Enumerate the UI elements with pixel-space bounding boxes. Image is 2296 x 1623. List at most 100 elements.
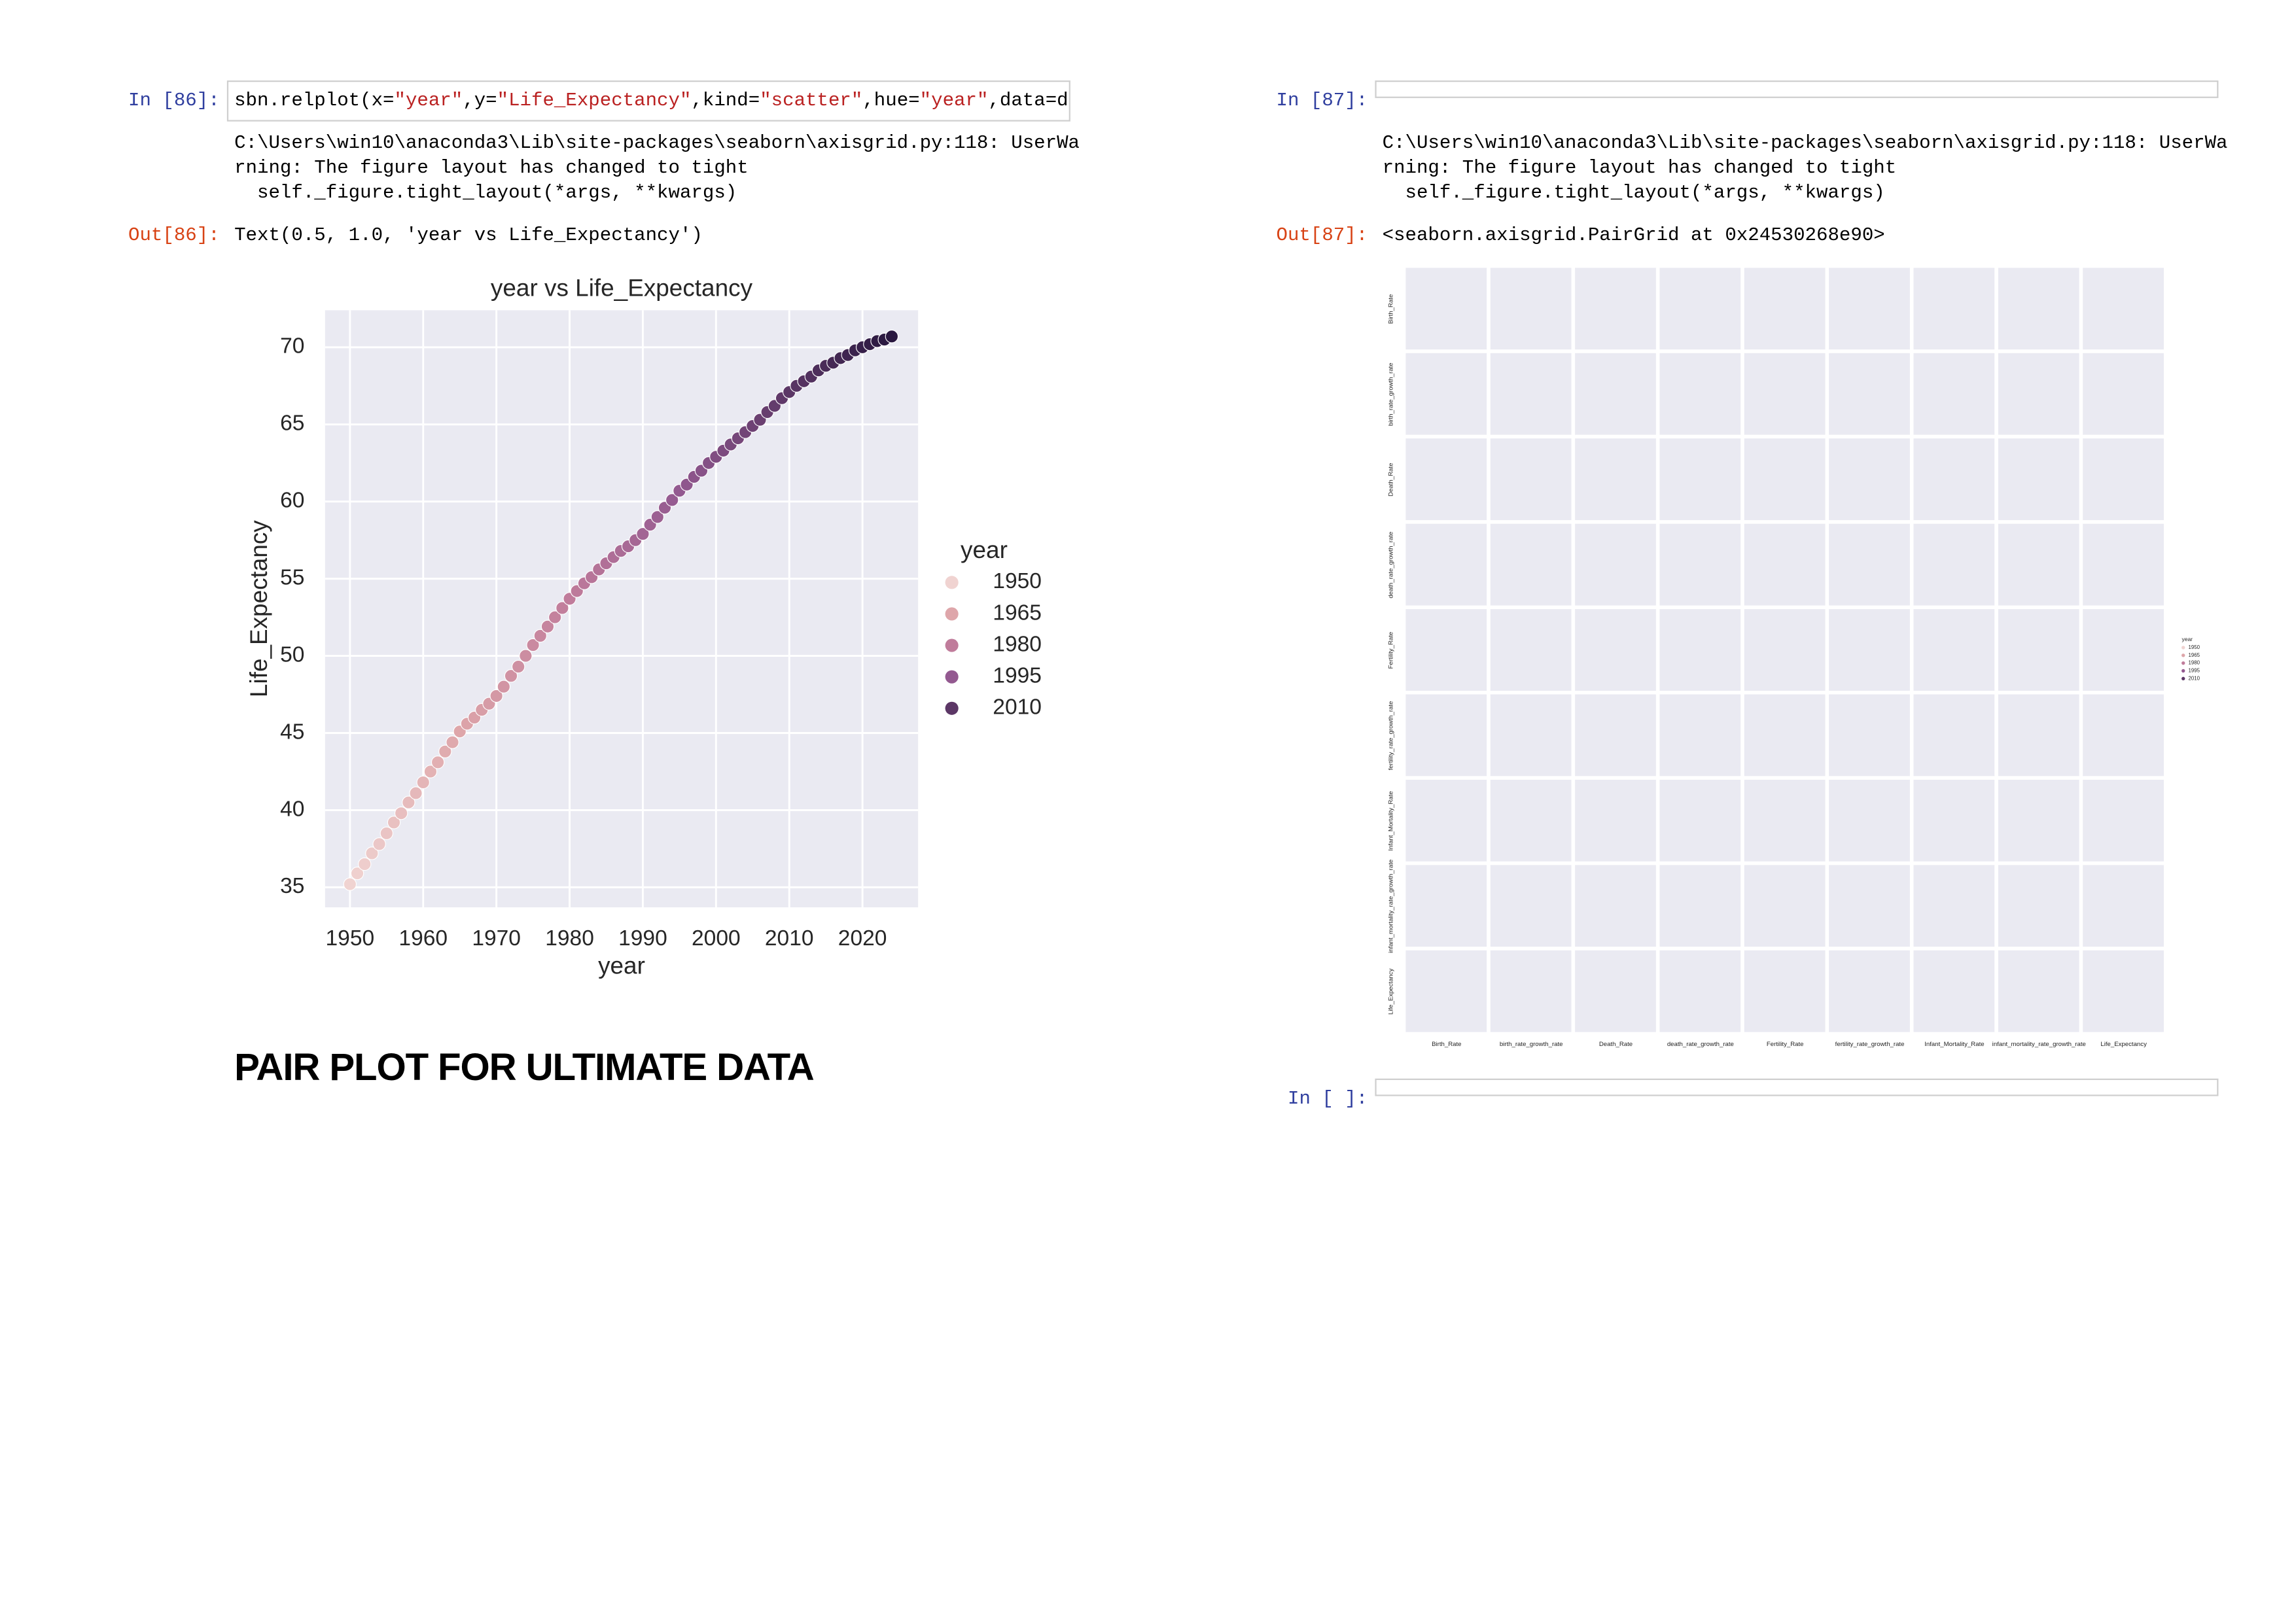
legend-label: 1995 [993,664,1042,688]
stderr-line: C:\Users\win10\anaconda3\Lib\site-packag… [1382,131,2228,154]
y-tick-label: 60 [280,489,304,513]
code-token: ,data=dat [988,89,1069,112]
pair-x-label: Fertility_Rate [1767,1041,1804,1048]
pair-panel [1998,609,2079,691]
x-tick-label: 1990 [618,926,667,951]
pair-panel [1744,609,1826,691]
pair-panel [1913,353,1995,435]
scatter-point [431,756,445,769]
code-token: ,hue= [862,89,920,112]
scatter-point [416,775,430,790]
pair-panel [1744,950,1826,1032]
pair-panel [1575,609,1656,691]
pair-panel [1829,779,1910,862]
pair-legend-label: 1950 [2189,644,2200,650]
pair-legend-marker [2181,661,2185,665]
pair-panel [1490,779,1572,862]
pair-panel [1575,523,1656,606]
pair-x-label: fertility_rate_growth_rate [1835,1041,1905,1048]
pair-y-label: fertility_rate_growth_rate [1388,701,1395,771]
legend-marker [945,670,959,684]
pair-x-label: Life_Expectancy [2100,1041,2147,1048]
pair-panel [1575,694,1656,777]
code-token: "year" [919,89,989,112]
pair-panel [1829,523,1910,606]
code-token: ,y= [463,89,497,112]
pair-x-label: infant_mortality_rate_growth_rate [1992,1041,2086,1048]
markdown-heading: PAIR PLOT FOR ULTIMATE DATA [234,1045,815,1089]
pair-panel [1659,353,1741,435]
scatter-point [533,629,547,643]
pair-panel [1405,694,1487,777]
pair-panel [1744,779,1826,862]
pair-panel [1998,353,2079,435]
pair-x-label: Birth_Rate [1432,1041,1461,1048]
pair-y-label: Birth_Rate [1388,294,1395,324]
x-tick-label: 2000 [692,926,741,951]
code-cell[interactable]: sbn.relplot(x="year",y="Life_Expectancy"… [226,80,1070,122]
code-token: "year" [394,89,463,112]
pair-panel [2083,779,2164,862]
y-axis-label: Life_Expectancy [245,520,272,697]
scatter-point [423,765,438,778]
scatter-point [343,877,357,891]
pair-panel [1744,353,1826,435]
pair-panel [1913,694,1995,777]
scatter-point [489,689,503,703]
pair-panel [2083,438,2164,521]
pair-panel [1998,865,2079,947]
pair-panel [1744,523,1826,606]
pair-panel [1744,438,1826,521]
pair-panel [1405,523,1487,606]
pair-panel [1829,438,1910,521]
pair-panel [2083,694,2164,777]
pair-panel [1659,268,1741,350]
pair-legend-marker [2181,669,2185,673]
scatter-point [438,744,452,758]
pair-y-label: infant_mortality_rate_growth_rate [1388,860,1395,953]
scatter-point [512,659,525,674]
scatter-point [365,846,379,860]
pair-legend-label: 1995 [2189,668,2200,674]
pair-panel [1998,268,2079,350]
pair-y-label: Life_Expectancy [1388,968,1395,1015]
output-text: Text(0.5, 1.0, 'year vs Life_Expectancy'… [234,224,703,246]
pair-panel [1490,523,1572,606]
scatter-point [556,601,569,615]
legend-marker [945,638,959,652]
pair-legend-title: year [2181,636,2193,642]
pair-x-label: Death_Rate [1599,1041,1633,1048]
pair-panel [1913,865,1995,947]
stderr-line: self._figure.tight_layout(*args, **kwarg… [234,181,737,203]
x-tick-label: 1960 [398,926,448,951]
scatter-point [372,837,386,851]
input-prompt: In [ ]: [1287,1087,1368,1109]
pair-legend-label: 2010 [2189,675,2200,681]
y-tick-label: 55 [280,566,304,590]
pair-y-label: Death_Rate [1388,463,1395,497]
scatter-point [636,527,650,541]
pair-y-label: Fertility_Rate [1388,632,1395,669]
x-tick-label: 1980 [545,926,594,951]
legend-label: 1950 [993,569,1042,593]
pair-panel [1913,950,1995,1032]
scatter-point [650,510,664,524]
pair-panel [1829,268,1910,350]
code-cell[interactable] [1375,80,2219,98]
pair-legend-label: 1965 [2189,652,2200,658]
x-tick-label: 2020 [838,926,887,951]
pair-panel [1998,523,2079,606]
code-cell[interactable] [1375,1078,2219,1096]
pair-panel [1575,865,1656,947]
x-tick-label: 1970 [472,926,521,951]
plot-area [325,310,919,908]
scatter-point [504,669,518,683]
pair-panel [1659,609,1741,691]
legend-label: 2010 [993,695,1042,720]
pair-x-label: Infant_Mortality_Rate [1924,1041,1984,1048]
pair-panel [1405,438,1487,521]
pair-panel [1829,353,1910,435]
pair-panel [1659,438,1741,521]
pair-y-label: death_rate_growth_rate [1388,532,1395,599]
